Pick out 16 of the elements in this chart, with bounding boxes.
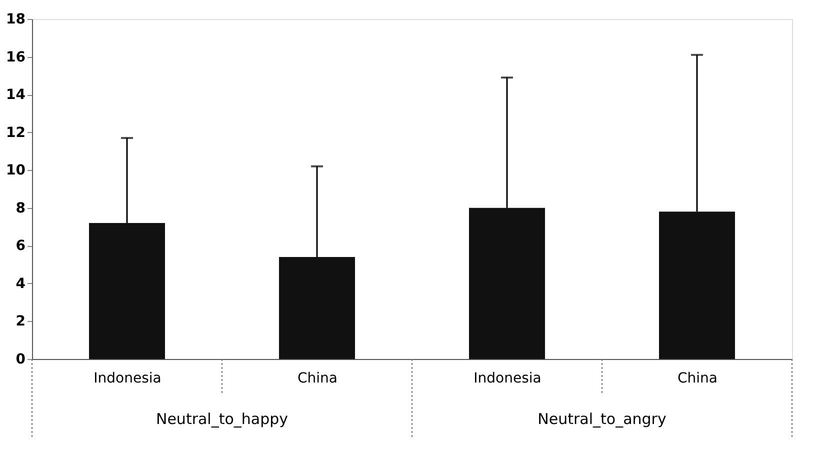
- x-tick-label: Indonesia: [94, 370, 162, 386]
- y-tick-label: 12: [6, 124, 26, 141]
- text: Neutral_to_happy: [156, 410, 288, 428]
- y-tick-label: 2: [16, 314, 26, 330]
- text: Neutral_to_angry: [538, 410, 666, 428]
- y-tick-label: 8: [16, 200, 26, 216]
- y-tick-label: 0: [16, 352, 26, 368]
- y-tick-label: 16: [6, 49, 26, 66]
- y-tick-label: 4: [16, 276, 26, 292]
- x-tick-label: China: [298, 370, 338, 386]
- y-tick-label: 10: [6, 162, 26, 179]
- y-tick-label: 18: [6, 12, 26, 28]
- y-tick-label: 6: [16, 238, 26, 254]
- x-tick-label: China: [678, 370, 718, 386]
- x-tick-label: Indonesia: [474, 370, 542, 386]
- y-tick-label: 14: [6, 87, 26, 104]
